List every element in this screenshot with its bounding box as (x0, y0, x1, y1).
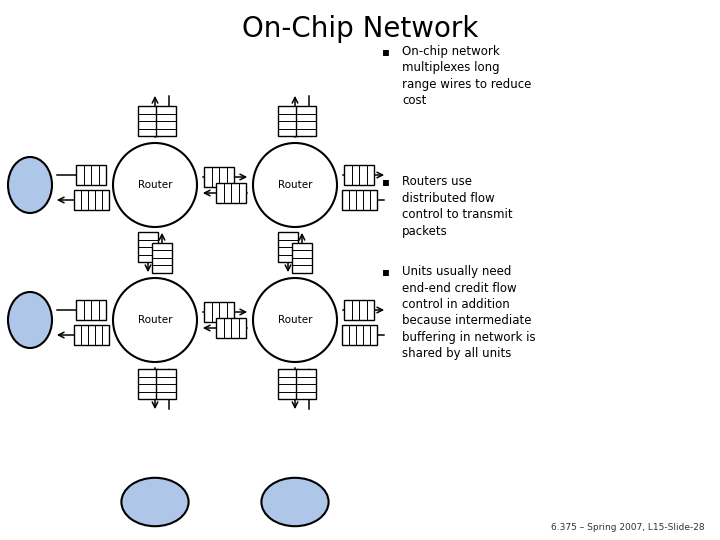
Bar (138, 369, 158, 399)
Text: Router: Router (138, 180, 172, 190)
Ellipse shape (122, 478, 189, 526)
Bar (73, 190, 109, 210)
Circle shape (113, 278, 197, 362)
Bar (296, 106, 316, 136)
Text: ▪: ▪ (382, 265, 390, 278)
Ellipse shape (261, 478, 328, 526)
Bar (344, 300, 374, 320)
Bar (278, 369, 298, 399)
Circle shape (253, 278, 337, 362)
Bar (76, 300, 106, 320)
Bar (344, 165, 374, 185)
Ellipse shape (8, 157, 52, 213)
Text: Router: Router (138, 315, 172, 325)
Bar (341, 190, 377, 210)
Text: Routers use
distributed flow
control to transmit
packets: Routers use distributed flow control to … (402, 175, 513, 238)
Ellipse shape (8, 292, 52, 348)
Bar (76, 165, 106, 185)
Text: Units usually need
end-end credit flow
control in addition
because intermediate
: Units usually need end-end credit flow c… (402, 265, 536, 361)
Bar (204, 167, 234, 187)
Text: ▪: ▪ (382, 175, 390, 188)
Bar (341, 325, 377, 345)
Text: On-Chip Network: On-Chip Network (242, 15, 478, 43)
Bar (292, 243, 312, 273)
Bar (73, 325, 109, 345)
Bar (216, 183, 246, 203)
Bar (278, 106, 298, 136)
Bar (152, 243, 172, 273)
Bar (296, 369, 316, 399)
Bar (204, 302, 234, 322)
Bar (156, 106, 176, 136)
Text: ▪: ▪ (382, 45, 390, 58)
Text: 6.375 – Spring 2007, L15-Slide-28: 6.375 – Spring 2007, L15-Slide-28 (552, 523, 705, 532)
Bar (156, 369, 176, 399)
Text: Router: Router (278, 315, 312, 325)
Circle shape (253, 143, 337, 227)
Text: Router: Router (278, 180, 312, 190)
Bar (138, 106, 158, 136)
Bar (138, 232, 158, 262)
Bar (278, 232, 298, 262)
Bar (216, 318, 246, 338)
Text: On-chip network
multiplexes long
range wires to reduce
cost: On-chip network multiplexes long range w… (402, 45, 531, 107)
Circle shape (113, 143, 197, 227)
